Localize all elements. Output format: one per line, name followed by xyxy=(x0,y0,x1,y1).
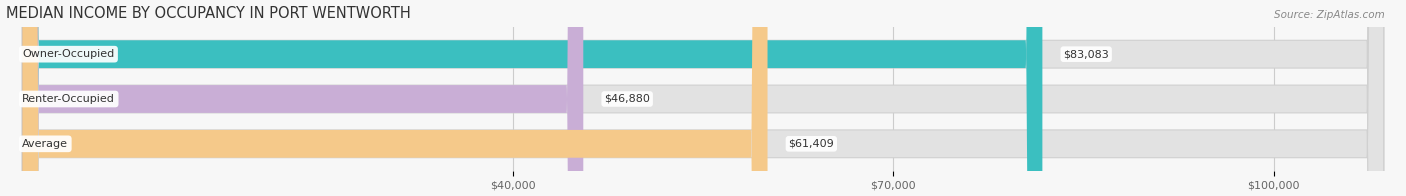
FancyBboxPatch shape xyxy=(22,0,1042,196)
Text: Source: ZipAtlas.com: Source: ZipAtlas.com xyxy=(1274,10,1385,20)
FancyBboxPatch shape xyxy=(22,0,1384,196)
FancyBboxPatch shape xyxy=(22,0,768,196)
FancyBboxPatch shape xyxy=(22,0,583,196)
Text: $83,083: $83,083 xyxy=(1063,49,1109,59)
Text: MEDIAN INCOME BY OCCUPANCY IN PORT WENTWORTH: MEDIAN INCOME BY OCCUPANCY IN PORT WENTW… xyxy=(6,5,411,21)
FancyBboxPatch shape xyxy=(22,0,1384,196)
Text: $46,880: $46,880 xyxy=(605,94,650,104)
Text: Renter-Occupied: Renter-Occupied xyxy=(22,94,115,104)
Text: Owner-Occupied: Owner-Occupied xyxy=(22,49,114,59)
Text: Average: Average xyxy=(22,139,69,149)
FancyBboxPatch shape xyxy=(22,0,1384,196)
Text: $61,409: $61,409 xyxy=(789,139,834,149)
